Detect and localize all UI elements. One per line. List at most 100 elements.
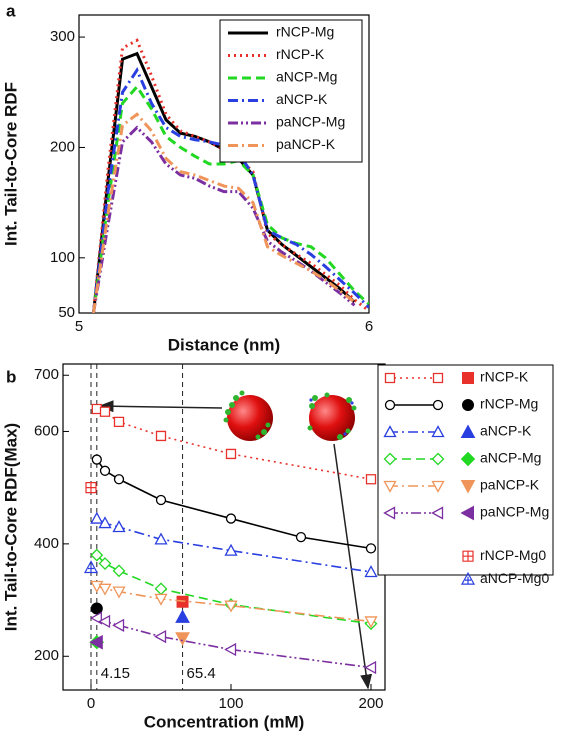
- legend-label: paNCP-Mg: [480, 504, 549, 520]
- data-point: [113, 416, 125, 428]
- legend-marker: [462, 399, 475, 411]
- x-tick-label: 0: [87, 695, 95, 712]
- series-line: [96, 517, 372, 573]
- legend-label: paNCP-Mg: [276, 114, 345, 130]
- legend-marker: [431, 506, 444, 520]
- data-point: [365, 543, 377, 554]
- legend-marker: [383, 452, 397, 466]
- data-point: [154, 593, 168, 606]
- panel-label: b: [6, 367, 16, 386]
- legend: rNCP-K rNCP-Mg aNCP-K aNCP-Mg paNCP-K paNCP-M…: [377, 364, 554, 586]
- data-point: [112, 586, 126, 599]
- x-axis-title: Concentration (mM): [144, 712, 305, 731]
- series-line: [92, 125, 356, 313]
- legend-marker: [432, 399, 444, 411]
- legend-label: aNCP-Mg: [276, 69, 337, 85]
- legend-marker: [462, 550, 474, 562]
- legend-marker: [460, 571, 476, 585]
- legend-marker: [460, 424, 476, 438]
- reference-point: [83, 560, 99, 574]
- legend-marker: [462, 372, 474, 384]
- data-point: [112, 618, 125, 632]
- series-line: [96, 554, 372, 625]
- legend-marker: [384, 372, 396, 384]
- legend-label: aNCP-K: [276, 91, 328, 107]
- y-tick-label: 100: [50, 249, 75, 266]
- y-tick-label: 300: [50, 28, 75, 45]
- data-point: [155, 494, 167, 506]
- y-tick-label: 700: [34, 366, 59, 383]
- legend-marker: [383, 506, 396, 520]
- data-point: [113, 474, 125, 485]
- series-line: [96, 617, 372, 669]
- data-point: [154, 630, 167, 644]
- data-point: [154, 532, 168, 545]
- legend-marker: [431, 425, 445, 438]
- y-tick-label: 200: [34, 647, 59, 664]
- data-point: [91, 454, 102, 465]
- data-point: [89, 611, 102, 625]
- legend-label: aNCP-K: [480, 423, 532, 439]
- legend-frame: [219, 19, 363, 163]
- legend-marker: [383, 480, 397, 493]
- data-point: [364, 616, 378, 629]
- data-point: [98, 583, 112, 596]
- data-point: [98, 516, 112, 529]
- data-point: [98, 557, 112, 570]
- legend-label: aNCP-Mg0: [480, 570, 549, 586]
- plot-b: 0 100 200 200 400 600 700 Concentration (mM) Int…: [1, 363, 554, 731]
- y-tick-label: 400: [34, 535, 59, 552]
- x-tick-label: 6: [365, 318, 373, 335]
- legend-marker: [384, 399, 396, 411]
- data-point: [225, 448, 237, 460]
- y-tick-label: 600: [34, 422, 59, 439]
- reference-label: 65.4: [187, 665, 216, 682]
- legend-marker: [431, 480, 445, 493]
- legend-label: rNCP-Mg: [276, 24, 334, 40]
- data-point: [225, 513, 237, 524]
- legend-label: rNCP-K: [480, 369, 529, 385]
- legend-label: rNCP-Mg: [480, 396, 538, 412]
- series-line: [92, 112, 356, 313]
- data-point: [112, 564, 126, 578]
- y-axis-title: Int. Tail-to-Core RDF: [1, 82, 20, 246]
- legend-marker: [460, 451, 476, 467]
- legend-label: paNCP-K: [276, 136, 336, 152]
- y-axis-title: Int. Tail-to-Core RDF(Max): [1, 423, 20, 631]
- legend-marker: [383, 425, 397, 438]
- plot-frame: [78, 14, 370, 314]
- series-line: [96, 459, 372, 550]
- data-point: [364, 660, 377, 675]
- x-axis-title: Distance (nm): [168, 335, 280, 354]
- data-point: [90, 548, 104, 562]
- x-tick-label: 200: [358, 695, 383, 712]
- data-point: [365, 474, 377, 485]
- y-tick-label: 50: [58, 304, 75, 321]
- legend-label: rNCP-K: [276, 46, 325, 62]
- filled-point: [175, 632, 190, 646]
- filled-point: [175, 609, 190, 623]
- legend-label: aNCP-Mg: [480, 450, 541, 466]
- x-tick-label: 5: [75, 318, 83, 335]
- data-point: [295, 531, 307, 543]
- data-point: [224, 600, 238, 613]
- legend-marker: [460, 480, 476, 494]
- data-point: [224, 642, 237, 657]
- y-tick-label: 200: [50, 138, 75, 155]
- legend-marker: [431, 452, 445, 466]
- legend-label: rNCP-Mg0: [480, 547, 546, 563]
- reference-point: [85, 482, 97, 494]
- filled-point: [90, 602, 103, 615]
- data-point: [99, 465, 111, 476]
- data-point: [98, 614, 111, 629]
- filled-point: [89, 634, 103, 650]
- data-point: [90, 511, 104, 524]
- legend-marker: [432, 372, 444, 384]
- series-line: [92, 38, 369, 313]
- plot-a: 5 6 50 100 200 300 Distance (nm) Int. Tail-to-C…: [1, 14, 373, 354]
- series-group: [83, 403, 378, 675]
- reference-label: 4.15: [101, 665, 130, 682]
- panel-label: a: [6, 1, 16, 20]
- legend-label: paNCP-K: [480, 477, 540, 493]
